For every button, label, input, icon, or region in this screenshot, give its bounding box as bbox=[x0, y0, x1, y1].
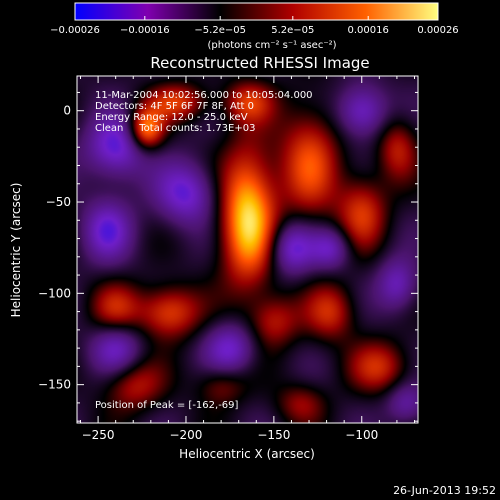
plot-date: 26-Jun-2013 19:52 bbox=[393, 484, 496, 497]
annotation-detectors: Detectors: 4F 5F 6F 7F 8F, Att 0 bbox=[95, 101, 254, 112]
peak-position-label: Position of Peak = [-162,-69] bbox=[95, 400, 239, 411]
y-axis-label: Heliocentric Y (arcsec) bbox=[9, 183, 23, 318]
colorbar-strip bbox=[74, 2, 439, 21]
colorbar-tick-label: −0.00026 bbox=[50, 25, 100, 36]
x-axis-label: Heliocentric X (arcsec) bbox=[179, 447, 315, 461]
annotation-time-range: 11-Mar-2004 10:02:56.000 to 10:05:04.000 bbox=[95, 90, 313, 101]
colorbar-ticks: −0.00026 −0.00016 −5.2e−05 5.2e−05 0.00016 0.… bbox=[50, 16, 459, 36]
y-tick-label: −150 bbox=[38, 378, 71, 392]
x-tick-label: −100 bbox=[345, 428, 378, 442]
chart-title: Reconstructed RHESSI Image bbox=[150, 54, 369, 72]
y-tick-label: −50 bbox=[46, 195, 71, 209]
observation-annotations: 11-Mar-2004 10:02:56.000 to 10:05:04.000… bbox=[95, 90, 313, 411]
colorbar-tick-label: 5.2e−05 bbox=[271, 25, 314, 36]
x-tick-label: −250 bbox=[82, 428, 115, 442]
colorbar-unit-label: (photons cm⁻² s⁻¹ asec⁻²) bbox=[207, 40, 336, 51]
heatmap-image bbox=[77, 76, 418, 423]
plot-frame bbox=[76, 75, 419, 424]
colorbar-tick-label: 0.00026 bbox=[417, 25, 458, 36]
colorbar-tick-label: −0.00016 bbox=[120, 25, 170, 36]
y-tick-label: −100 bbox=[38, 286, 71, 300]
x-axis-ticks: −250 −200 −150 −100 bbox=[80, 76, 415, 442]
x-tick-label: −150 bbox=[257, 428, 290, 442]
y-tick-label: 0 bbox=[63, 104, 71, 118]
annotation-energy-range: Energy Range: 12.0 - 25.0 keV bbox=[95, 112, 248, 123]
colorbar: −0.00026 −0.00016 −5.2e−05 5.2e−05 0.00016 0.… bbox=[50, 2, 459, 51]
annotation-clean-counts: Clean Total counts: 1.73E+03 bbox=[95, 123, 255, 134]
x-tick-label: −200 bbox=[169, 428, 202, 442]
colorbar-tick-label: −5.2e−05 bbox=[194, 25, 246, 36]
colorbar-tick-label: 0.00016 bbox=[348, 25, 389, 36]
y-axis-ticks: 0 −50 −100 −150 bbox=[38, 91, 418, 422]
